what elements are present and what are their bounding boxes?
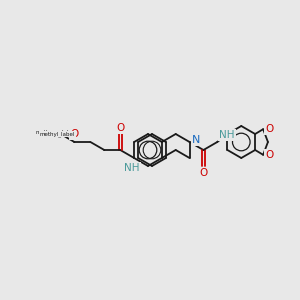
Text: NH: NH: [219, 130, 235, 140]
Text: O: O: [265, 150, 273, 160]
Text: O: O: [116, 123, 124, 133]
Text: NH: NH: [124, 163, 140, 173]
Text: O: O: [265, 124, 273, 134]
Text: O: O: [70, 129, 79, 139]
Text: N: N: [192, 135, 200, 145]
Text: methoxy_label: methoxy_label: [35, 129, 76, 135]
Text: O: O: [199, 168, 208, 178]
Text: methyl_label: methyl_label: [40, 131, 75, 137]
